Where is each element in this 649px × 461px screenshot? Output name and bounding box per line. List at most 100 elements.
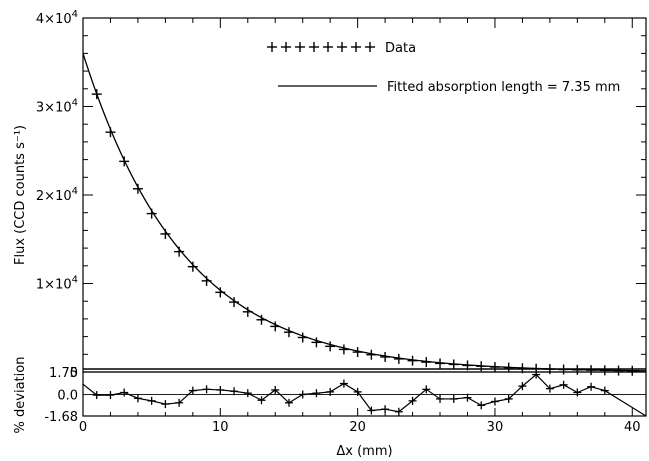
- residual-point: [367, 406, 376, 415]
- residual-point: [463, 393, 472, 402]
- data-point: [311, 337, 322, 348]
- residual-point: [600, 386, 609, 395]
- residual-point: [120, 388, 129, 397]
- residual-point: [394, 407, 403, 416]
- data-point: [105, 127, 116, 138]
- data-point: [325, 341, 336, 352]
- tick-labels: 0 1×104 2×104 3×104 4×104 0 10 20 30 40 1.75 0.0 -1.…: [36, 9, 641, 435]
- plot-frames: [82, 17, 647, 417]
- data-point: [215, 287, 226, 298]
- residual-line: [82, 373, 647, 417]
- x-axis-title: Δx (mm): [336, 444, 392, 459]
- residual-point: [106, 391, 115, 400]
- residual-point: [202, 385, 211, 394]
- residual-y-tick-label: -1.68: [44, 410, 78, 425]
- fit-curve: [82, 53, 647, 372]
- residual-y-tick-label: 0.0: [57, 388, 78, 403]
- legend-label-fit: Fitted absorption length = 7.35 mm: [387, 80, 620, 95]
- data-point: [572, 364, 583, 375]
- data-point: [407, 355, 418, 366]
- residual-point: [353, 387, 362, 396]
- data-point: [613, 365, 624, 376]
- data-point: [489, 362, 500, 373]
- data-point: [352, 347, 363, 358]
- residual-point: [518, 382, 527, 391]
- residual-point: [339, 379, 348, 388]
- data-point: [627, 365, 638, 376]
- data-point: [270, 321, 281, 332]
- data-point: [421, 357, 432, 368]
- legend-entry-fit: Fitted absorption length = 7.35 mm: [278, 80, 620, 95]
- residual-point: [257, 396, 266, 405]
- residual-point: [92, 391, 101, 400]
- residual-point: [326, 387, 335, 396]
- data-point: [462, 360, 473, 371]
- residual-point: [436, 394, 445, 403]
- residual-point: [573, 388, 582, 397]
- residual-y-axis-title: % deviation: [13, 357, 28, 434]
- data-point: [91, 89, 102, 100]
- residual-point: [312, 389, 321, 398]
- residual-point: [271, 385, 280, 394]
- main-y-tick-label: 1×104: [36, 275, 78, 293]
- data-point: [517, 363, 528, 374]
- data-point: [132, 183, 143, 194]
- data-point: [119, 156, 130, 167]
- legend-label-data: Data: [385, 41, 416, 56]
- x-tick-label: 20: [349, 420, 366, 435]
- data-marker-layer: [91, 89, 638, 376]
- data-point: [435, 358, 446, 369]
- data-point: [242, 306, 253, 317]
- data-point: [586, 365, 597, 376]
- main-y-tick-label: 4×104: [36, 9, 78, 27]
- main-y-tick-label: 2×104: [36, 186, 78, 204]
- residual-point: [381, 405, 390, 414]
- data-point: [146, 208, 157, 219]
- data-point: [256, 314, 267, 325]
- residual-point: [545, 384, 554, 393]
- x-tick-label: 10: [212, 420, 229, 435]
- data-point: [338, 344, 349, 355]
- axis-ticks: [82, 17, 646, 416]
- fit-curve-layer: [82, 53, 647, 372]
- residual-layer: [82, 370, 647, 417]
- data-point: [599, 365, 610, 376]
- legend: Data Fitted absorption length = 7.35 mm: [267, 41, 620, 95]
- residual-point: [284, 398, 293, 407]
- residual-point: [298, 390, 307, 399]
- residual-point: [477, 401, 486, 410]
- data-point: [476, 361, 487, 372]
- residual-y-tick-label: 1.75: [49, 366, 78, 381]
- residual-point: [188, 386, 197, 395]
- data-point: [187, 261, 198, 272]
- residual-point: [147, 396, 156, 405]
- residual-point: [422, 385, 431, 394]
- residual-point: [490, 397, 499, 406]
- data-point: [283, 327, 294, 338]
- residual-point: [587, 382, 596, 391]
- residual-point: [449, 394, 458, 403]
- data-point: [503, 362, 514, 373]
- axis-titles: Flux (CCD counts s⁻¹) % deviation Δx (mm): [13, 125, 393, 459]
- x-tick-label: 30: [487, 420, 504, 435]
- zero-lines: [83, 368, 646, 395]
- residual-point: [504, 394, 513, 403]
- main-plot-frame: [82, 17, 647, 373]
- x-tick-label: 40: [624, 420, 641, 435]
- main-y-axis-title: Flux (CCD counts s⁻¹): [13, 125, 28, 265]
- residual-point: [243, 389, 252, 398]
- data-point: [544, 364, 555, 375]
- data-point: [393, 353, 404, 364]
- residual-point: [161, 400, 170, 409]
- data-point: [380, 351, 391, 362]
- data-point: [448, 359, 459, 370]
- main-y-tick-label: 3×104: [36, 98, 78, 116]
- data-point: [174, 246, 185, 257]
- data-point: [229, 297, 240, 308]
- residual-point: [559, 380, 568, 389]
- x-tick-label: 0: [79, 420, 87, 435]
- residual-point: [175, 398, 184, 407]
- data-point: [558, 364, 569, 375]
- data-point: [160, 228, 171, 239]
- residual-point: [216, 385, 225, 394]
